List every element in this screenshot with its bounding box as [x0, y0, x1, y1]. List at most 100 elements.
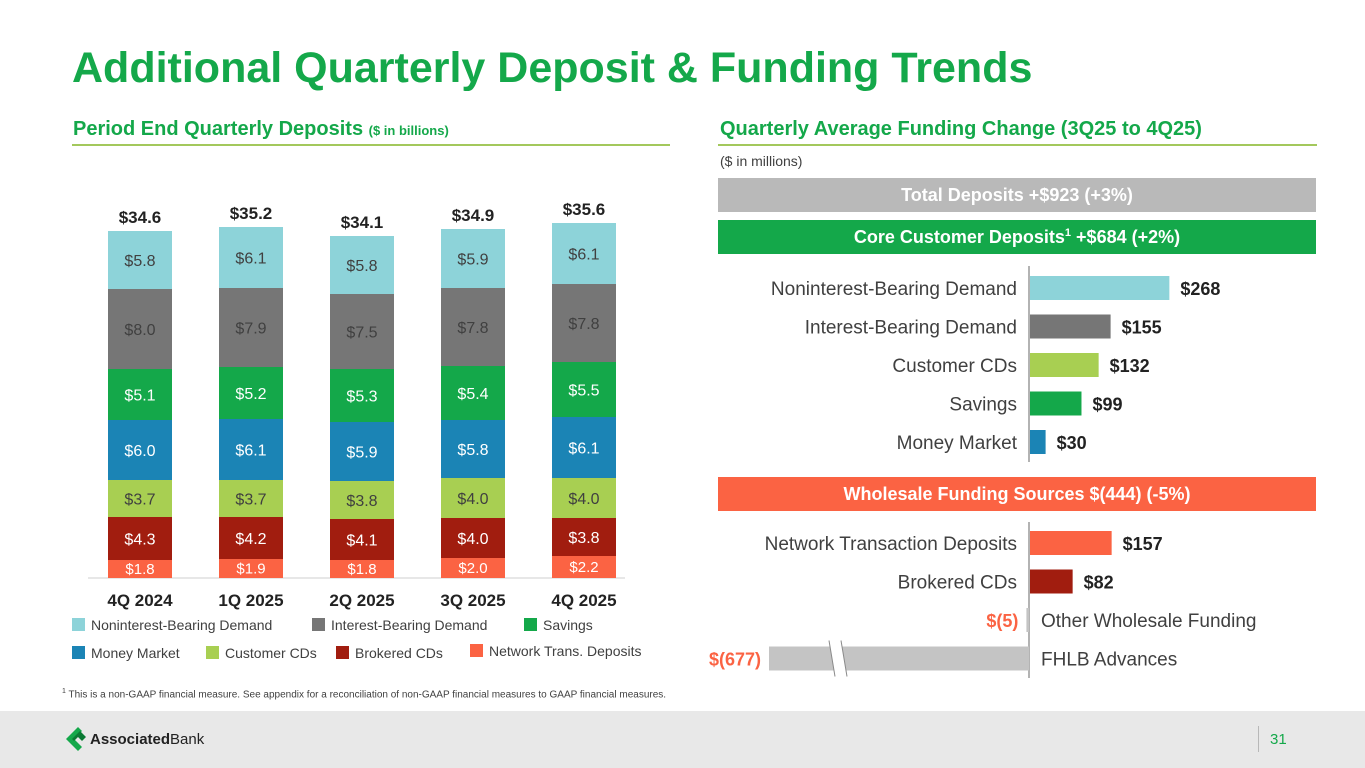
- core-change-bar: [1030, 391, 1082, 416]
- wholesale-category-label: FHLB Advances: [1041, 650, 1177, 671]
- deposits-legend: Noninterest-Bearing Demand Interest-Beari…: [72, 617, 672, 667]
- bar-segment-noninterest-bearing-demand: [108, 231, 172, 289]
- bar-segment-brokered-cds: [552, 518, 616, 556]
- core-banner-footnote-mark: 1: [1064, 227, 1072, 239]
- brand-name-bold: Associated: [90, 731, 171, 748]
- category-tick-label: 2Q 2025: [329, 591, 394, 610]
- wholesale-category-label: Brokered CDs: [898, 573, 1017, 594]
- bar-segment-noninterest-bearing-demand: [330, 236, 394, 294]
- right-section-title: Quarterly Average Funding Change (3Q25 t…: [720, 118, 1202, 140]
- total-deposits-banner: Total Deposits +$923 (+3%): [718, 178, 1316, 212]
- segment-value-label: $4.0: [457, 491, 488, 508]
- core-change-bar: [1030, 353, 1099, 377]
- segment-value-label: $6.1: [235, 251, 266, 268]
- bar-segment-brokered-cds: [441, 518, 505, 558]
- segment-value-label: $3.8: [346, 493, 377, 510]
- right-unit-label: ($ in millions): [720, 153, 803, 169]
- core-banner-suffix: +$684 (+2%): [1071, 227, 1181, 247]
- core-category-label: Savings: [949, 395, 1017, 416]
- wholesale-value-label: $(5): [986, 611, 1018, 631]
- wholesale-change-bar: [1026, 608, 1029, 632]
- page-number: 31: [1270, 731, 1287, 748]
- bar-total-label: $35.6: [563, 200, 606, 219]
- legend-label: Savings: [543, 617, 593, 633]
- axis-break-line: [840, 640, 848, 677]
- legend-label: Money Market: [91, 645, 180, 661]
- wholesale-change-bar: [769, 646, 1029, 671]
- segment-value-label: $5.3: [346, 389, 377, 406]
- segment-value-label: $6.0: [124, 443, 155, 460]
- segment-value-label: $3.7: [124, 492, 155, 509]
- brand-logo-icon: [66, 727, 86, 751]
- bar-segment-money-market: [552, 417, 616, 478]
- core-deposits-banner: Core Customer Deposits1 +$684 (+2%): [718, 220, 1316, 254]
- bar-segment-customer-cds: [330, 481, 394, 519]
- segment-value-label: $4.0: [568, 491, 599, 508]
- wholesale-category-label: Network Transaction Deposits: [765, 534, 1017, 555]
- wholesale-value-label: $157: [1123, 534, 1163, 554]
- deposits-stacked-bar-chart: $1.8 $4.3 $3.7 $6.0 $5.1 $8.0 $5.8 $34.6 4Q 2024…: [88, 200, 625, 610]
- footnote-mark: 1: [62, 688, 66, 695]
- left-section-unit: ($ in billions): [368, 123, 449, 138]
- wholesale-funding-banner: Wholesale Funding Sources $(444) (-5%): [718, 477, 1316, 511]
- bar-segment-savings: [108, 369, 172, 420]
- legend-item: Interest-Bearing Demand: [312, 617, 487, 633]
- brand-logo: AssociatedBank: [64, 725, 224, 753]
- bar-total-label: $34.1: [341, 213, 384, 232]
- bar-segment-interest-bearing-demand: [552, 284, 616, 362]
- bar-segment-money-market: [330, 422, 394, 481]
- bar-segment-network-trans-deposits: [441, 558, 505, 578]
- bar-segment-savings: [552, 362, 616, 417]
- segment-value-label: $6.1: [568, 441, 599, 458]
- bar-total-label: $35.2: [230, 204, 273, 223]
- bar-segment-brokered-cds: [330, 519, 394, 560]
- segment-value-label: $5.8: [346, 258, 377, 275]
- page-title: Additional Quarterly Deposit & Funding T…: [72, 44, 1033, 92]
- core-value-label: $30: [1057, 433, 1087, 453]
- legend-label: Noninterest-Bearing Demand: [91, 617, 273, 633]
- core-category-label: Noninterest-Bearing Demand: [771, 279, 1017, 300]
- core-change-bar: [1030, 430, 1046, 454]
- bar-segment-customer-cds: [108, 480, 172, 517]
- segment-value-label: $5.8: [457, 442, 488, 459]
- brand-name: AssociatedBank: [90, 731, 204, 748]
- bar-segment-network-trans-deposits: [330, 560, 394, 578]
- axis-break-line: [828, 640, 836, 677]
- core-deposits-change-chart: Noninterest-Bearing Demand $268 Interest-B…: [771, 266, 1220, 462]
- bar-segment-noninterest-bearing-demand: [219, 227, 283, 288]
- segment-value-label: $1.9: [236, 561, 265, 578]
- segment-value-label: $4.2: [235, 531, 266, 548]
- bar-segment-interest-bearing-demand: [219, 288, 283, 367]
- bar-segment-brokered-cds: [219, 517, 283, 559]
- wholesale-value-label: $(677): [709, 650, 761, 670]
- bar-segment-customer-cds: [441, 478, 505, 518]
- bar-segment-customer-cds: [219, 480, 283, 517]
- segment-value-label: $5.9: [457, 252, 488, 269]
- legend-item: Savings: [524, 617, 593, 633]
- bar-segment-interest-bearing-demand: [330, 294, 394, 369]
- segment-value-label: $5.2: [235, 386, 266, 403]
- category-tick-label: 4Q 2025: [551, 591, 616, 610]
- wholesale-change-bar: [1030, 531, 1112, 555]
- legend-item: Brokered CDs: [336, 645, 443, 661]
- segment-value-label: $5.5: [568, 383, 599, 400]
- segment-value-label: $7.9: [235, 321, 266, 338]
- segment-value-label: $6.1: [568, 247, 599, 264]
- bar-segment-noninterest-bearing-demand: [552, 223, 616, 284]
- core-value-label: $99: [1092, 395, 1122, 415]
- legend-item: Customer CDs: [206, 645, 317, 661]
- bar-segment-interest-bearing-demand: [441, 288, 505, 366]
- wholesale-value-label: $82: [1084, 573, 1114, 593]
- category-tick-label: 3Q 2025: [440, 591, 505, 610]
- segment-value-label: $7.8: [457, 320, 488, 337]
- core-change-bar: [1030, 276, 1170, 300]
- bar-segment-savings: [441, 366, 505, 420]
- bar-segment-brokered-cds: [108, 517, 172, 560]
- legend-swatch: [72, 618, 85, 631]
- wholesale-funding-change-chart: Network Transaction Deposits $157 Brokered…: [709, 522, 1256, 678]
- legend-swatch: [470, 644, 483, 657]
- bar-segment-network-trans-deposits: [108, 560, 172, 578]
- bar-segment-network-trans-deposits: [552, 556, 616, 578]
- segment-value-label: $5.9: [346, 445, 377, 462]
- core-category-label: Interest-Bearing Demand: [805, 318, 1017, 339]
